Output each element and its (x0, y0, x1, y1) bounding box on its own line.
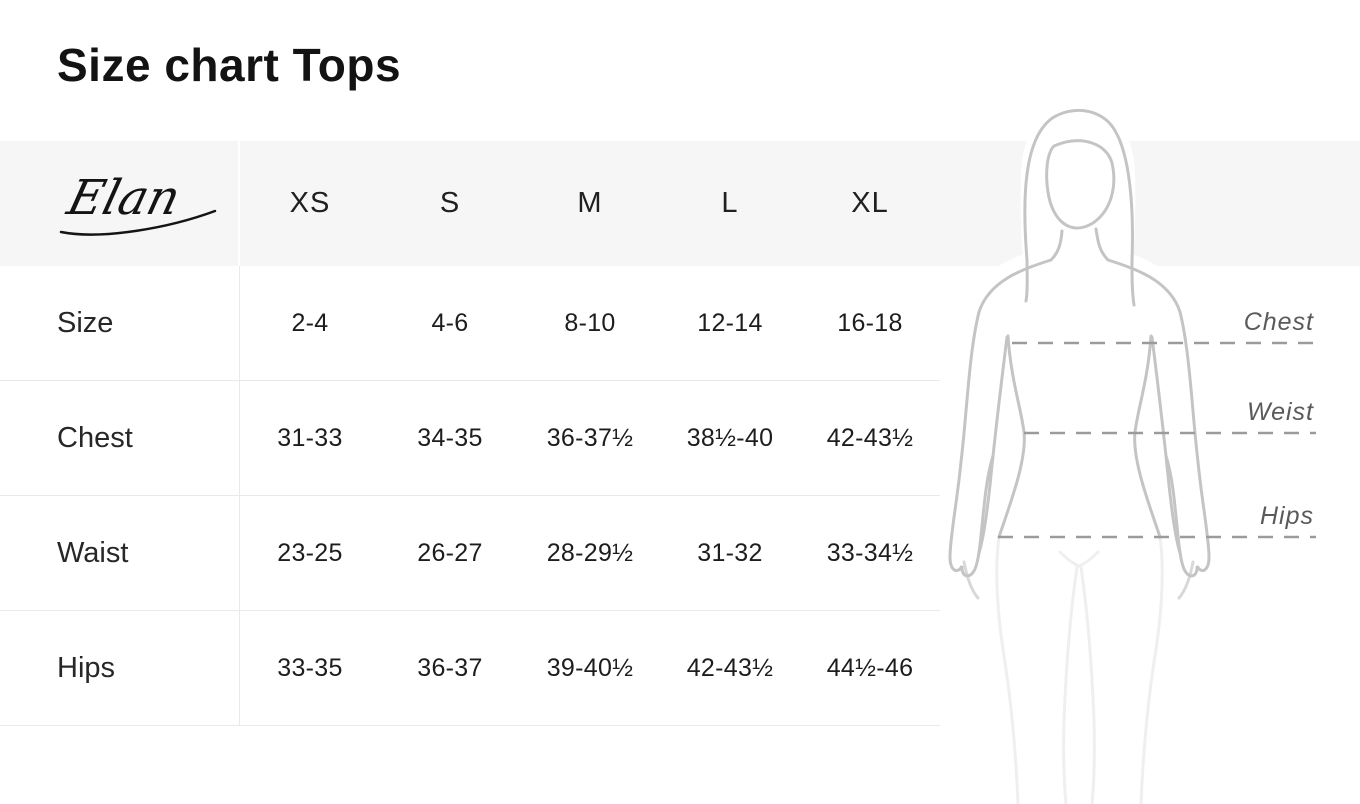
brand-logo-text: Elan (61, 170, 186, 225)
cell-chest-m: 36-37½ (546, 423, 634, 452)
cell-chest-l: 38½-40 (686, 423, 774, 452)
row-label-waist: Waist (57, 536, 129, 569)
neck-right (1094, 227, 1110, 262)
cell-waist-m: 28-29½ (546, 538, 634, 567)
row-label-hips: Hips (57, 651, 116, 684)
table-row-size: Size 2-4 4-6 8-10 12-14 16-18 (0, 266, 940, 381)
arm-left-inner (977, 335, 1009, 555)
cell-hips-m: 39-40½ (546, 653, 634, 682)
table-row-waist: Waist 23-25 26-27 28-29½ 31-32 33-34½ (0, 496, 940, 611)
arm-left-outer (948, 258, 1053, 578)
legs-outline (995, 535, 1164, 804)
cell-waist-s: 26-27 (417, 538, 483, 567)
cell-size-xs: 2-4 (291, 308, 329, 337)
cell-waist-xs: 23-25 (277, 538, 343, 567)
hips-annotation-label: Hips (1260, 502, 1314, 530)
arm-right-outer (1106, 258, 1211, 578)
cell-size-m: 8-10 (564, 308, 616, 337)
cell-hips-xl: 44½-46 (826, 653, 914, 682)
column-header-m: M (577, 187, 603, 219)
cell-chest-s: 34-35 (417, 423, 483, 452)
size-table: Elan XS S M L XL Size 2-4 4-6 8-10 12-14… (0, 141, 940, 726)
upper-body-outline (948, 108, 1211, 578)
figure-illustration: Chest Weist Hips (940, 102, 1316, 804)
cell-hips-xs: 33-35 (277, 653, 343, 682)
row-label-chest: Chest (57, 421, 133, 454)
table-header-row: Elan XS S M L XL (0, 141, 940, 266)
cell-chest-xl: 42-43½ (826, 423, 914, 452)
cell-waist-l: 31-32 (697, 538, 763, 567)
hands-outline (962, 560, 1195, 600)
table-row-chest: Chest 31-33 34-35 36-37½ 38½-40 42-43½ (0, 381, 940, 496)
column-header-l: L (721, 187, 739, 219)
column-header-s: S (439, 187, 461, 219)
cell-size-s: 4-6 (431, 308, 469, 337)
chest-annotation-label: Chest (1244, 308, 1314, 336)
face-outline (1045, 139, 1116, 230)
page-title: Size chart Tops (57, 39, 402, 91)
body-silhouette (940, 102, 1216, 804)
arm-right-inner (1150, 335, 1182, 555)
logo-underline-flourish (59, 209, 217, 236)
cell-size-xl: 16-18 (837, 308, 903, 337)
column-header-xs: XS (289, 187, 331, 219)
waist-annotation-label: Weist (1247, 398, 1314, 426)
brand-logo: Elan (59, 170, 217, 236)
cell-size-l: 12-14 (697, 308, 763, 337)
row-label-size: Size (57, 306, 114, 339)
column-header-xl: XL (851, 187, 889, 219)
cell-chest-xs: 31-33 (277, 423, 343, 452)
cell-hips-l: 42-43½ (686, 653, 774, 682)
table-row-hips: Hips 33-35 36-37 39-40½ 42-43½ 44½-46 (0, 611, 940, 726)
cell-waist-xl: 33-34½ (826, 538, 914, 567)
neck-left (1049, 229, 1064, 262)
hair-outline (1023, 108, 1134, 262)
brand-logo-cell: Elan (0, 141, 240, 266)
cell-hips-s: 36-37 (417, 653, 483, 682)
